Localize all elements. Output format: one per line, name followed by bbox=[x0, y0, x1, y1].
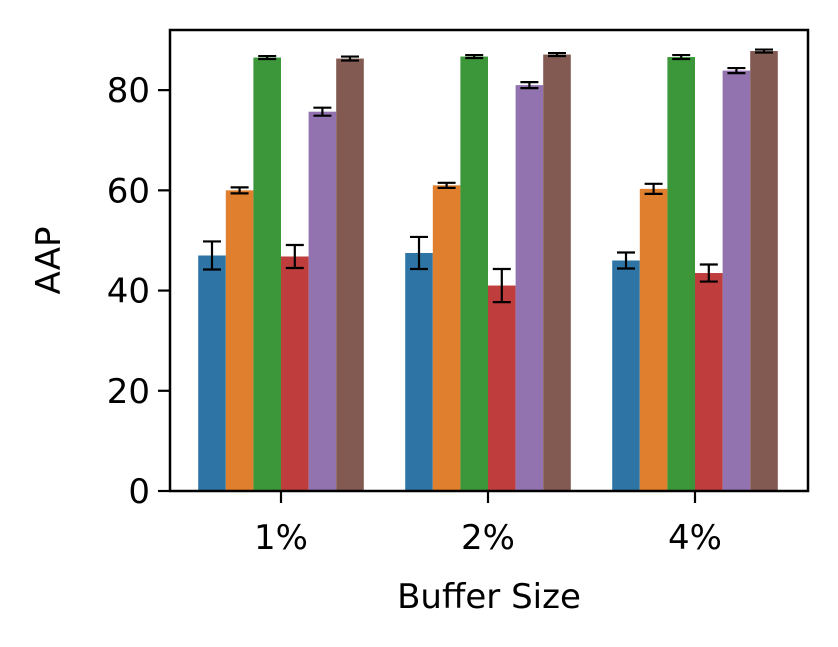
y-axis: 0 20 40 60 80 bbox=[107, 71, 170, 512]
y-tick-label: 20 bbox=[107, 372, 150, 412]
y-tick-label: 60 bbox=[107, 171, 150, 211]
error-bar-4%-series-2 bbox=[644, 182, 663, 195]
x-tick-label: 1% bbox=[254, 518, 308, 558]
x-tick-label: 4% bbox=[668, 518, 722, 558]
bar-1%-series-5 bbox=[308, 111, 337, 491]
bar-4%-series-4 bbox=[695, 273, 723, 491]
error-bar-4%-series-4 bbox=[699, 263, 718, 283]
bar-2%-series-2 bbox=[432, 185, 461, 491]
error-bar-2%-series-6 bbox=[548, 51, 566, 58]
y-tick-label: 40 bbox=[107, 272, 150, 312]
x-axis: 1% 2% 4% bbox=[254, 491, 722, 558]
bar-2%-series-1 bbox=[405, 252, 433, 491]
bar-2%-series-3 bbox=[460, 56, 488, 491]
error-bar-2%-series-1 bbox=[410, 235, 428, 271]
error-bar-1%-series-4 bbox=[285, 243, 304, 270]
error-bar-2%-series-5 bbox=[520, 81, 539, 90]
bar-4%-series-6 bbox=[750, 51, 778, 491]
bar-1%-series-3 bbox=[253, 57, 281, 491]
bar-2%-series-4 bbox=[488, 285, 516, 491]
error-bars-layer bbox=[203, 48, 773, 304]
bar-2%-series-5 bbox=[515, 85, 544, 491]
error-bar-1%-series-6 bbox=[341, 55, 359, 62]
error-bar-4%-series-3 bbox=[672, 53, 691, 61]
error-bar-4%-series-5 bbox=[727, 66, 746, 75]
error-bar-2%-series-2 bbox=[437, 181, 456, 189]
y-axis-title: AAP bbox=[29, 227, 69, 295]
error-bar-2%-series-4 bbox=[492, 267, 511, 304]
bar-4%-series-1 bbox=[612, 260, 640, 491]
bar-2%-series-6 bbox=[543, 54, 571, 492]
error-bar-2%-series-3 bbox=[465, 53, 484, 60]
error-bar-4%-series-1 bbox=[617, 251, 635, 270]
bar-1%-series-1 bbox=[198, 255, 226, 491]
bar-4%-series-5 bbox=[722, 70, 751, 491]
bar-4%-series-2 bbox=[639, 188, 668, 492]
y-tick-label: 80 bbox=[107, 71, 150, 111]
bar-1%-series-4 bbox=[281, 256, 309, 491]
error-bar-1%-series-3 bbox=[258, 54, 277, 61]
error-bar-1%-series-5 bbox=[313, 106, 332, 117]
bar-1%-series-2 bbox=[225, 190, 254, 491]
y-tick-label: 0 bbox=[128, 472, 150, 512]
bars-layer bbox=[198, 51, 778, 492]
x-axis-title: Buffer Size bbox=[397, 577, 581, 617]
bar-4%-series-3 bbox=[667, 57, 695, 492]
error-bar-1%-series-2 bbox=[230, 186, 249, 195]
error-bar-1%-series-1 bbox=[203, 240, 221, 271]
x-tick-label: 2% bbox=[461, 518, 515, 558]
error-bar-4%-series-6 bbox=[755, 48, 773, 54]
bar-1%-series-6 bbox=[336, 58, 364, 492]
